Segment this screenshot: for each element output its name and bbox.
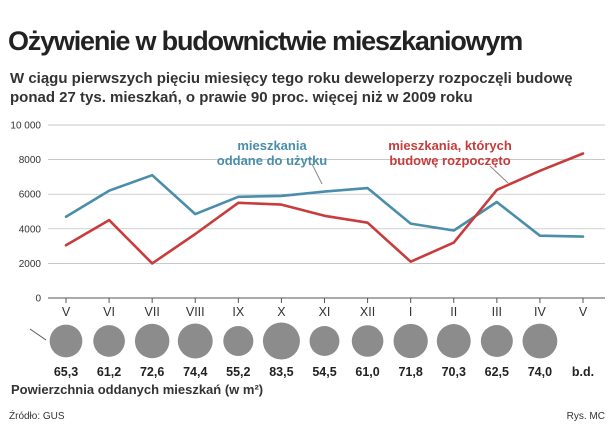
bubble-value-label: 61,2 bbox=[97, 365, 121, 379]
y-tick-label: 4000 bbox=[19, 224, 42, 235]
bubble bbox=[93, 325, 125, 357]
series-line-1 bbox=[64, 173, 585, 238]
bubble bbox=[393, 323, 428, 359]
series-label-leader bbox=[311, 163, 323, 185]
x-tick-label: IX bbox=[232, 305, 244, 319]
y-tick-label: 10 000 bbox=[10, 121, 41, 132]
bubble-value-label: 55,2 bbox=[226, 365, 250, 379]
bubble bbox=[436, 324, 471, 358]
x-tick-label: VII bbox=[145, 305, 160, 319]
bubble bbox=[177, 323, 213, 359]
bubble bbox=[522, 323, 558, 359]
bubble bbox=[223, 325, 254, 357]
x-tick-label: II bbox=[450, 305, 457, 319]
bubble bbox=[49, 324, 83, 358]
x-tick-label: I bbox=[409, 305, 412, 319]
bubble-pointer bbox=[29, 328, 47, 341]
bubble bbox=[480, 324, 513, 358]
chart-subtitle: W ciągu pierwszych pięciu miesięcy tego … bbox=[10, 70, 573, 106]
x-tick-label: V bbox=[579, 305, 588, 319]
bubble-chart-title: Powierzchnia oddanych mieszkań (w m²) bbox=[11, 382, 264, 397]
series-label: mieszkania, których bbox=[388, 138, 512, 153]
bubble-value-label: 54,5 bbox=[312, 365, 336, 379]
x-tick-label: III bbox=[492, 305, 502, 319]
y-tick-label: 6000 bbox=[19, 190, 42, 201]
y-tick-label: 0 bbox=[35, 294, 41, 305]
bubble-value-label: 61,0 bbox=[355, 365, 379, 379]
bubble bbox=[309, 326, 340, 356]
bubble-value-label: 83,5 bbox=[269, 365, 293, 379]
bubble-value-label: 74,0 bbox=[528, 365, 552, 379]
x-tick-label: V bbox=[62, 305, 71, 319]
bubble-value-label: 72,6 bbox=[140, 365, 164, 379]
x-tick-label: XII bbox=[360, 305, 375, 319]
source-note: Źródło: GUS bbox=[9, 411, 65, 422]
bubble bbox=[262, 322, 300, 360]
bubble-value-label: b.d. bbox=[572, 365, 594, 379]
x-tick-label: IV bbox=[534, 305, 546, 319]
bubble-value-label: 62,5 bbox=[485, 365, 509, 379]
series-label: mieszkania bbox=[237, 138, 307, 153]
series-label: oddane do użytku bbox=[217, 153, 328, 168]
series-label: budowę rozpoczęto bbox=[389, 153, 510, 168]
credit-note: Rys. MC bbox=[566, 411, 605, 422]
x-tick-label: VIII bbox=[186, 305, 205, 319]
bubble bbox=[351, 325, 384, 357]
bubble-value-label: 70,3 bbox=[442, 365, 466, 379]
x-tick-label: XI bbox=[319, 305, 331, 319]
bubble-value-label: 65,3 bbox=[54, 365, 78, 379]
bubble bbox=[134, 323, 170, 359]
x-tick-label: X bbox=[277, 305, 286, 319]
bubble-value-label: 71,8 bbox=[398, 365, 422, 379]
bubble-value-label: 74,4 bbox=[183, 365, 207, 379]
chart-title: Ożywienie w budownictwie mieszkaniowym bbox=[8, 26, 523, 56]
series-label-leader bbox=[489, 165, 509, 184]
x-tick-label: VI bbox=[103, 305, 115, 319]
y-tick-label: 2000 bbox=[19, 259, 42, 270]
y-tick-label: 8000 bbox=[19, 155, 42, 166]
series-line-2 bbox=[64, 152, 585, 265]
